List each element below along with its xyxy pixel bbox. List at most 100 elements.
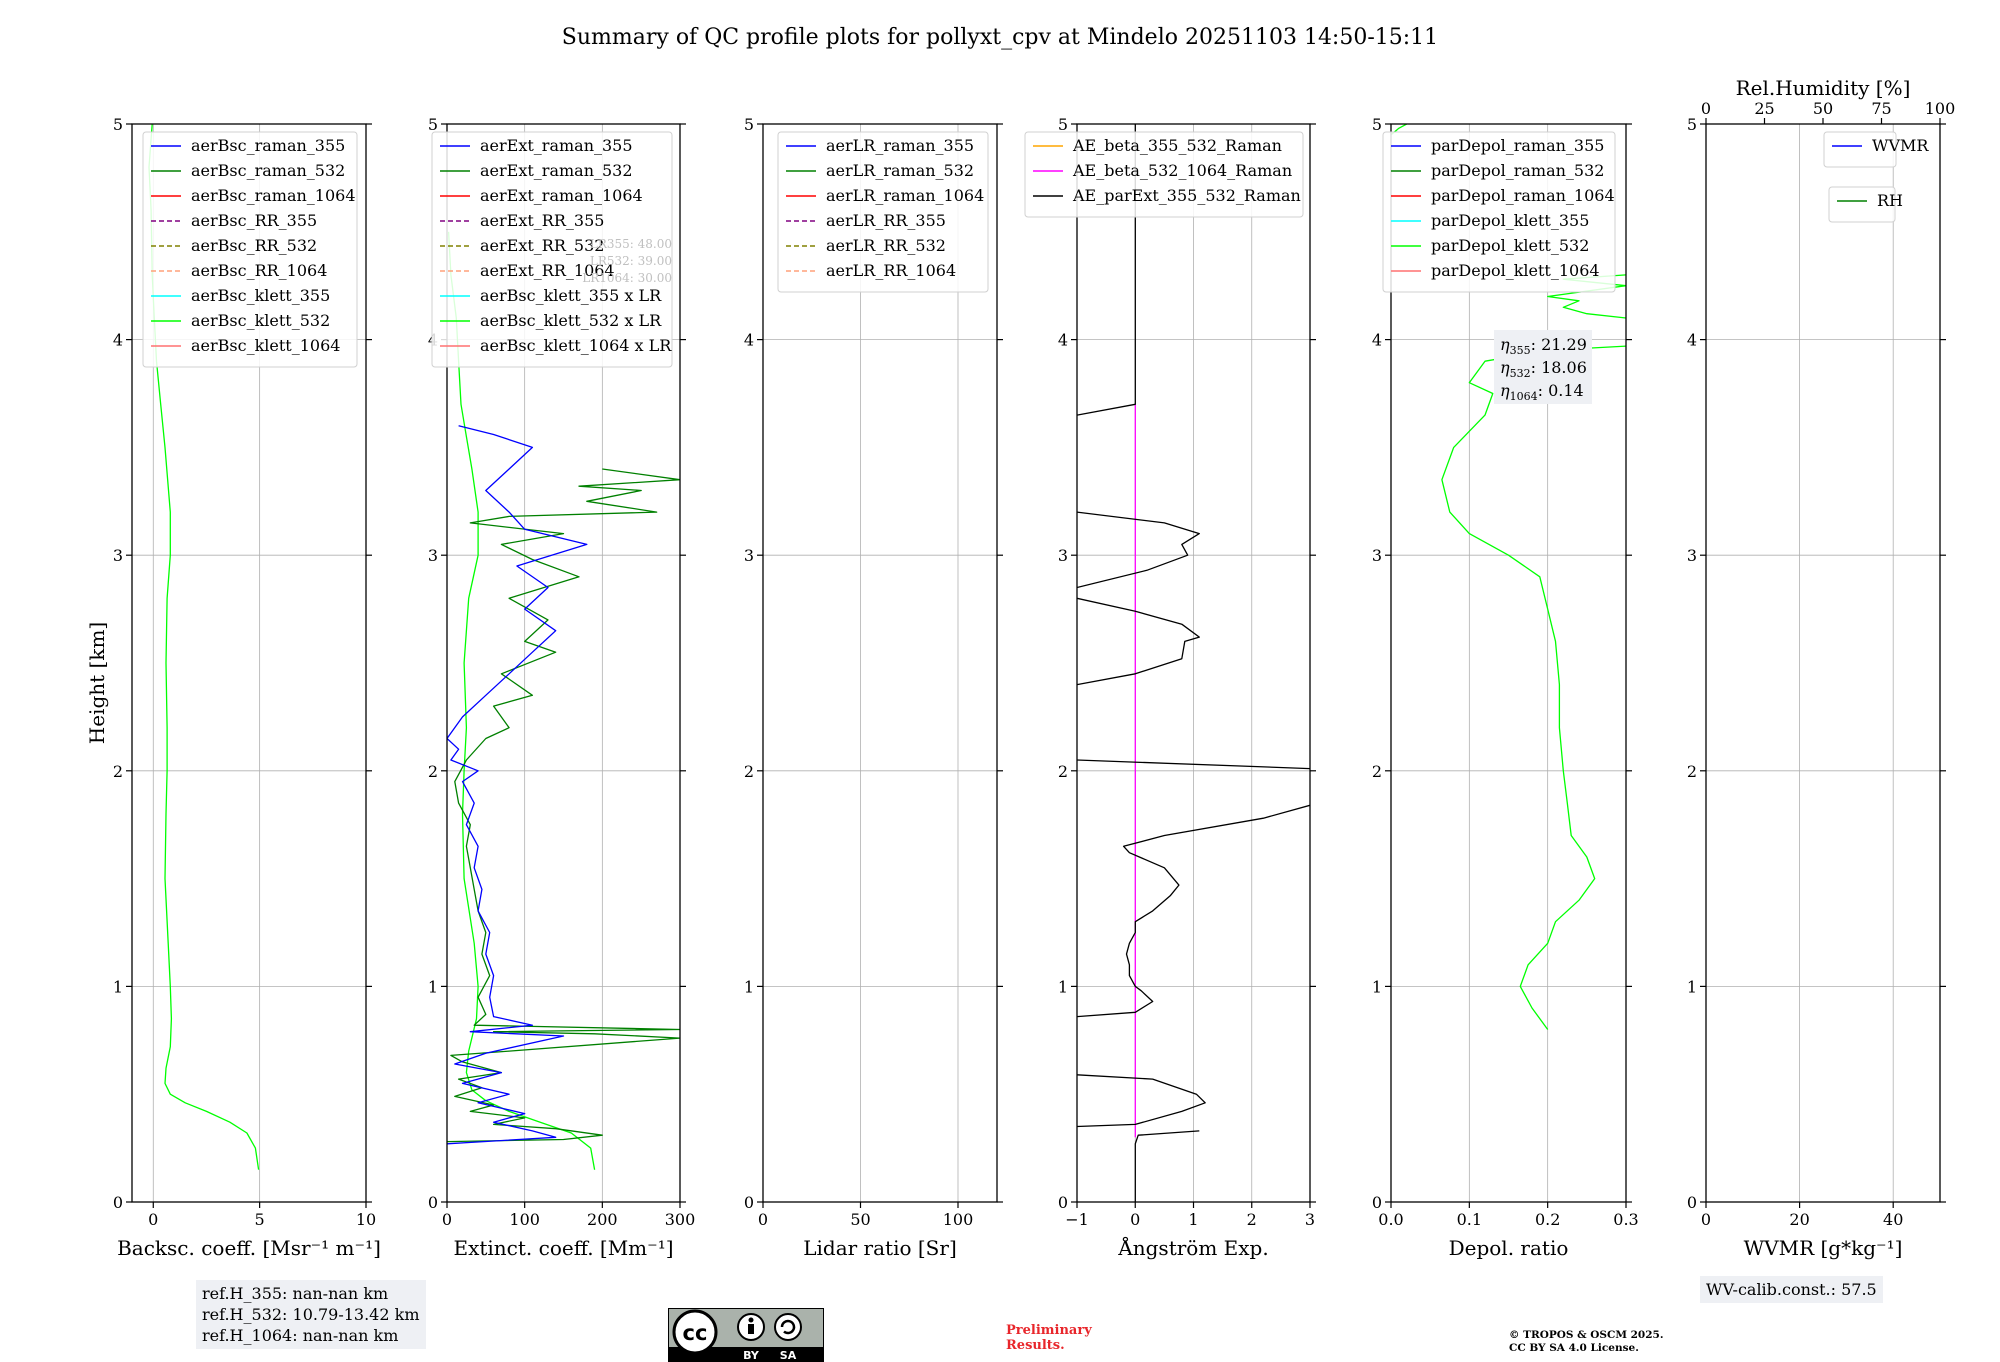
legend-lr: aerLR_raman_355 aerLR_raman_532 aerLR_rama… xyxy=(777,131,989,293)
cc-text: cc xyxy=(683,1321,708,1345)
ref-height-1064: ref.H_1064: nan-nan km xyxy=(202,1326,399,1345)
x-tick-label: 40 xyxy=(1883,1210,1903,1229)
y-tick-label: 3 xyxy=(113,546,123,565)
y-tick-label: 5 xyxy=(113,115,123,134)
y-tick-label: 1 xyxy=(1058,977,1068,996)
panel-ext: 0100200300012345Extinct. coeff. [Mm⁻¹]ae… xyxy=(428,115,695,1260)
legend-entry: aerBsc_klett_532 xyxy=(191,311,330,330)
legend-entry: aerExt_RR_1064 xyxy=(480,261,615,280)
legend-entry: RH xyxy=(1877,191,1903,210)
axes-frame xyxy=(762,123,998,1203)
legend-entry: AE_beta_532_1064_Raman xyxy=(1072,161,1292,180)
y-tick-label: 5 xyxy=(1058,115,1068,134)
preliminary-line-2: Results. xyxy=(1006,1338,1065,1353)
legend-ext: aerExt_raman_355 aerExt_raman_532 aerExt_r… xyxy=(431,131,673,368)
series-line-AE_parExt_355_532_Raman xyxy=(1134,1130,1200,1202)
y-tick-label: 3 xyxy=(1372,546,1382,565)
series-line-AE_parExt_355_532_Raman xyxy=(1077,511,1200,589)
cc-by-sa-license-badge: cc BY SA xyxy=(668,1308,824,1362)
y-tick-label: 5 xyxy=(428,115,438,134)
legend-depol: parDepol_raman_355 parDepol_raman_532 parD… xyxy=(1382,131,1616,293)
legend-entry: aerBsc_raman_1064 xyxy=(191,186,356,205)
y-axis-label: Height [km] xyxy=(85,622,109,744)
series-line-aerExt_raman_355 xyxy=(447,425,588,1145)
x-tick-label: 2 xyxy=(1247,1210,1257,1229)
y-tick-label: 0 xyxy=(428,1193,438,1212)
x-tick-label: 50 xyxy=(850,1210,870,1229)
y-tick-label: 0 xyxy=(1687,1193,1697,1212)
eta-value: η532: 18.06 xyxy=(1500,358,1587,380)
legend-entry: aerBsc_klett_1064 xyxy=(191,336,340,355)
y-tick-label: 2 xyxy=(1687,762,1697,781)
y-tick-label: 4 xyxy=(113,331,123,350)
x-tick-label: 0.3 xyxy=(1613,1210,1638,1229)
cc-circle-icon xyxy=(672,1309,718,1355)
eta-value: η1064: 0.14 xyxy=(1500,381,1584,403)
y-tick-label: 1 xyxy=(744,977,754,996)
y-tick-label: 2 xyxy=(428,762,438,781)
series-line-AE_parExt_355_532_Raman xyxy=(1077,1074,1206,1128)
legend-entry: parDepol_raman_1064 xyxy=(1431,186,1615,205)
x-tick-label: 5 xyxy=(255,1210,265,1229)
x-axis-label: WVMR [g*kg⁻¹] xyxy=(1744,1236,1903,1260)
x-tick-label: 300 xyxy=(665,1210,696,1229)
y-tick-label: 2 xyxy=(744,762,754,781)
figure-title: Summary of QC profile plots for pollyxt_… xyxy=(562,25,1438,50)
legend-entry: aerExt_raman_355 xyxy=(480,136,633,155)
legend-entry: aerBsc_raman_355 xyxy=(191,136,345,155)
top-x-tick-label: 25 xyxy=(1754,99,1774,118)
legend-entry: aerLR_raman_355 xyxy=(826,136,974,155)
series-line-AE_parExt_355_532_Raman xyxy=(1077,597,1200,686)
legend-wvmr: WVMR xyxy=(1823,131,1929,168)
x-axis-label: Ångström Exp. xyxy=(1117,1235,1268,1260)
legend-box xyxy=(431,131,673,368)
x-tick-label: 100 xyxy=(943,1210,974,1229)
legend-entry: parDepol_klett_355 xyxy=(1431,211,1589,230)
by-label: BY xyxy=(743,1349,760,1362)
panel-bsc: 0 5 10 0 1 2 3 4 5 Backsc. coeff. [Msr⁻¹ m⁻¹] aerB… xyxy=(113,115,381,1260)
legend-entry: parDepol_klett_532 xyxy=(1431,236,1589,255)
legend-entry: parDepol_raman_532 xyxy=(1431,161,1604,180)
x-tick-label: 0 xyxy=(1701,1210,1711,1229)
x-tick-label: 3 xyxy=(1305,1210,1315,1229)
top-axis-label: Rel.Humidity [%] xyxy=(1736,76,1911,100)
legend-entry: aerBsc_klett_355 x LR xyxy=(480,286,662,305)
x-tick-label: 0.2 xyxy=(1535,1210,1560,1229)
axes-frame xyxy=(131,123,367,1203)
top-x-tick-label: 100 xyxy=(1925,99,1956,118)
top-x-tick-label: 50 xyxy=(1813,99,1833,118)
legend-entry: aerLR_RR_1064 xyxy=(826,261,956,280)
y-tick-label: 0 xyxy=(1372,1193,1382,1212)
eta-note-box xyxy=(1494,330,1592,404)
series-line-aerBsc_klett_532 x LR xyxy=(447,231,596,1170)
legend-box xyxy=(777,131,989,293)
y-tick-label: 3 xyxy=(1687,546,1697,565)
top-x-tick-label: 0 xyxy=(1701,99,1711,118)
x-axis-label: Extinct. coeff. [Mm⁻¹] xyxy=(453,1236,673,1260)
x-tick-label: −1 xyxy=(1065,1210,1089,1229)
axes-frame xyxy=(446,123,681,1203)
legend-entry: WVMR xyxy=(1872,136,1929,155)
legend-entry: AE_beta_355_532_Raman xyxy=(1072,136,1282,155)
x-tick-label: 100 xyxy=(509,1210,540,1229)
y-tick-label: 3 xyxy=(428,546,438,565)
y-tick-label: 0 xyxy=(744,1193,754,1212)
legend-box xyxy=(142,131,358,368)
lidar-ratio-note: LR355: 48.00 xyxy=(590,237,672,251)
x-tick-label: 0.0 xyxy=(1378,1210,1403,1229)
legend-entry: aerBsc_klett_532 x LR xyxy=(480,311,662,330)
ref-height-355: ref.H_355: nan-nan km xyxy=(202,1284,389,1303)
y-tick-label: 4 xyxy=(744,331,754,350)
legend-entry: aerLR_raman_1064 xyxy=(826,186,984,205)
top-x-tick-label: 75 xyxy=(1871,99,1891,118)
y-tick-label: 1 xyxy=(1372,977,1382,996)
reference-height-box: ref.H_355: nan-nan km ref.H_532: 10.79-1… xyxy=(196,1280,426,1349)
sa-label: SA xyxy=(780,1349,797,1362)
legend-entry: aerLR_RR_355 xyxy=(826,211,946,230)
y-tick-label: 2 xyxy=(113,762,123,781)
panel-wvmr: 0 20 40 0 1 2 3 4 5 WVMR [g*kg⁻¹] 0 25 50 75 100 Rel.Hu… xyxy=(1687,76,1955,1260)
legend-box xyxy=(1382,131,1616,293)
panel-lr: 0 50 100 0 1 2 3 4 5 Lidar ratio [Sr] aerLR_raman_… xyxy=(744,115,1003,1260)
